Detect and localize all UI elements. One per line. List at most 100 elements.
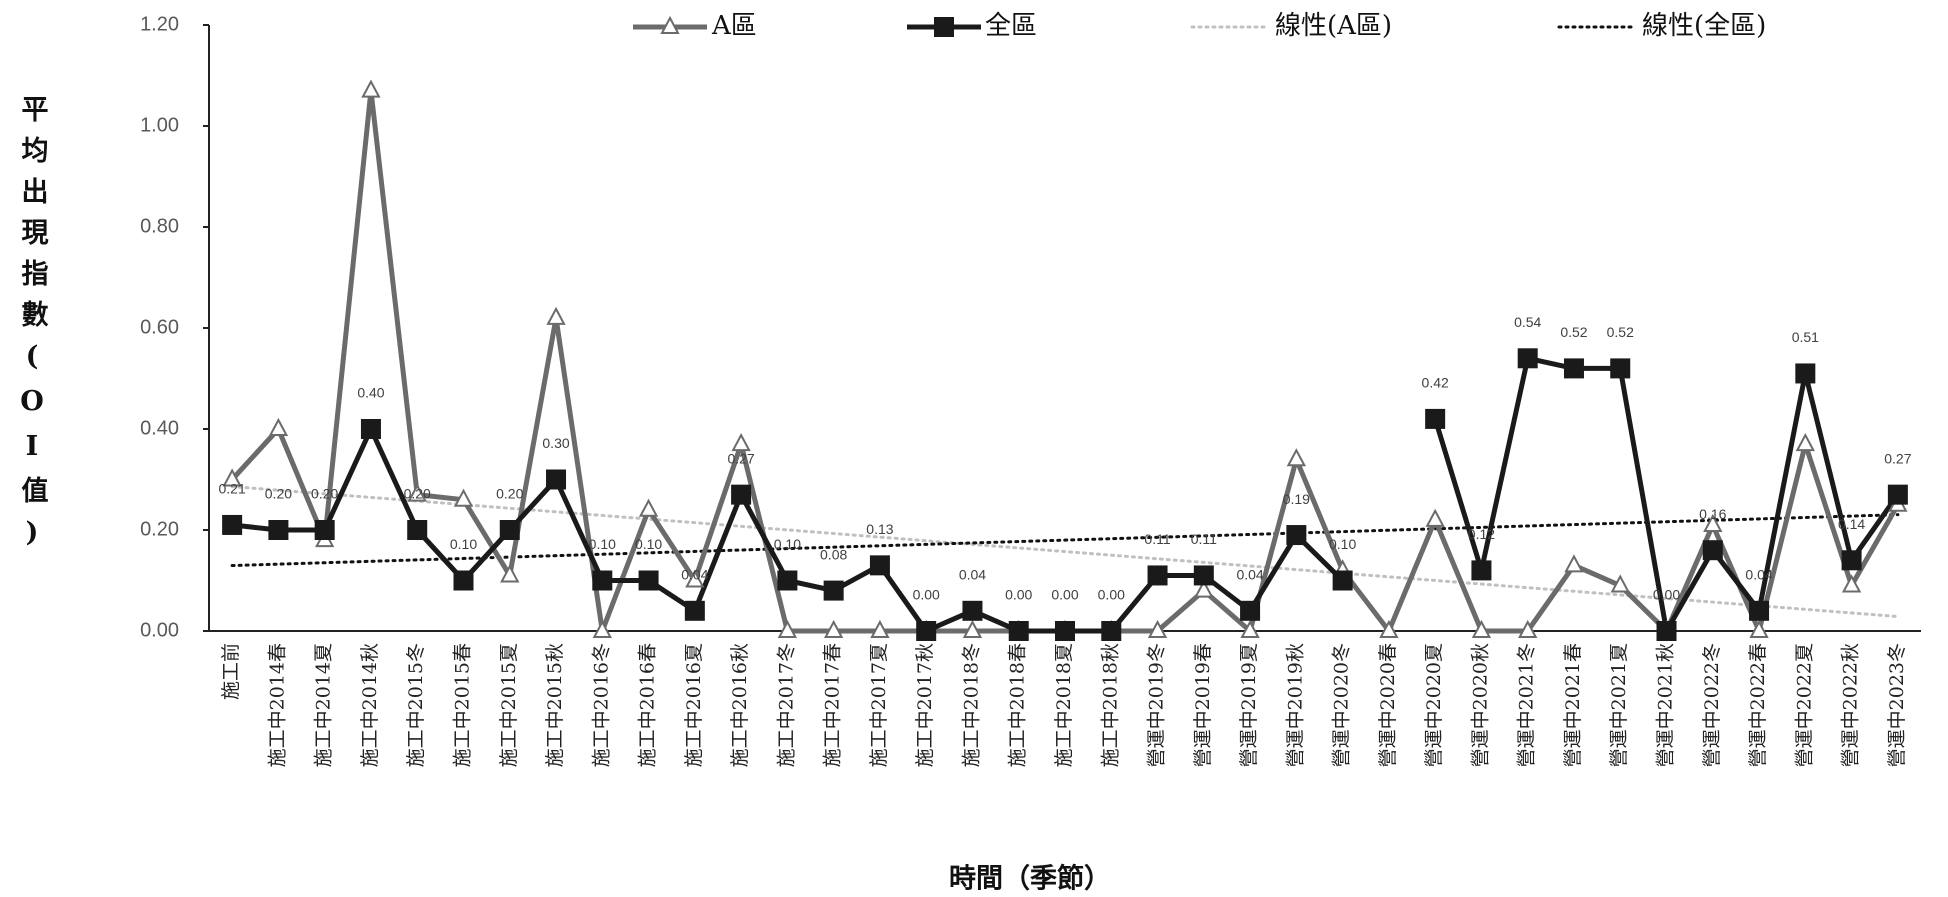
marker xyxy=(1147,565,1168,586)
x-tick-label: 營運中2022春 xyxy=(1747,643,1769,767)
x-tick-label: 施工中2018冬 xyxy=(960,643,982,767)
marker xyxy=(546,306,566,325)
legend-label: 全區 xyxy=(985,11,1037,41)
value-label: 0.04 xyxy=(1745,567,1772,583)
value-label: 0.04 xyxy=(1236,567,1263,583)
value-label: 0.10 xyxy=(1329,536,1356,552)
marker xyxy=(823,580,844,601)
x-tick-label: 營運中2020夏 xyxy=(1423,643,1445,767)
value-label: 0.20 xyxy=(311,486,338,502)
value-label: 0.51 xyxy=(1792,329,1819,345)
legend-label: A區 xyxy=(711,11,757,41)
x-tick-label: 施工中2014秋 xyxy=(359,643,381,767)
legend-label: 線性(全區) xyxy=(1642,11,1766,41)
x-tick-label: 施工中2017秋 xyxy=(914,643,936,767)
series-line xyxy=(230,88,1901,634)
marker xyxy=(1240,619,1260,638)
y-axis-title: 平均出現指數(OI值) xyxy=(17,95,49,562)
marker xyxy=(1610,574,1630,593)
x-tick-label: 營運中2023冬 xyxy=(1886,643,1908,767)
y-tick-label: 0.80 xyxy=(140,215,179,237)
value-label: 0.20 xyxy=(404,486,431,502)
x-tick-label: 營運中2021秋 xyxy=(1655,643,1677,767)
marker xyxy=(1517,348,1538,369)
value-label: 0.54 xyxy=(1514,314,1541,330)
marker xyxy=(1564,554,1584,573)
x-tick-label: 施工中2016夏 xyxy=(683,643,705,767)
marker xyxy=(453,488,474,507)
value-label: 0.08 xyxy=(820,546,847,562)
marker xyxy=(1471,619,1492,638)
marker xyxy=(1194,579,1214,598)
marker xyxy=(962,619,983,638)
marker xyxy=(1610,358,1631,379)
value-label: 0.20 xyxy=(265,486,292,502)
x-tick-label: 營運中2022夏 xyxy=(1793,643,1815,767)
marker xyxy=(268,417,289,436)
marker xyxy=(1101,621,1122,641)
x-tick-label: 營運中2020冬 xyxy=(1331,643,1353,767)
marker xyxy=(1656,621,1677,641)
x-tick-label: 施工中2015秋 xyxy=(544,643,566,767)
marker xyxy=(360,419,381,439)
marker xyxy=(222,514,243,535)
y-tick-label: 0.60 xyxy=(140,316,179,338)
value-label: 0.00 xyxy=(913,587,940,603)
x-tick-label: 施工中2014夏 xyxy=(313,643,335,767)
marker xyxy=(916,621,937,641)
value-label: 0.10 xyxy=(589,536,616,552)
legend-marker xyxy=(660,15,680,34)
marker xyxy=(1563,358,1584,379)
value-label: 0.14 xyxy=(1838,516,1865,532)
marker xyxy=(638,498,659,517)
marker xyxy=(1795,433,1815,452)
marker xyxy=(1286,525,1307,546)
marker xyxy=(1425,408,1446,429)
value-label: 0.13 xyxy=(866,521,893,537)
marker xyxy=(731,433,751,452)
marker xyxy=(777,619,798,638)
marker xyxy=(823,619,844,638)
x-tick-label: 營運中2021春 xyxy=(1562,643,1584,767)
value-label: 0.21 xyxy=(219,481,246,497)
x-tick-label: 營運中2019春 xyxy=(1192,643,1214,767)
x-tick-label: 施工中2016春 xyxy=(637,643,659,767)
marker xyxy=(1518,619,1538,638)
y-tick-label: 0.00 xyxy=(140,619,179,641)
marker xyxy=(499,520,520,540)
marker xyxy=(592,619,612,638)
x-tick-label: 施工中2016秋 xyxy=(729,643,751,767)
value-label: 0.10 xyxy=(774,536,801,552)
y-tick-label: 1.20 xyxy=(140,13,179,35)
value-label: 0.12 xyxy=(1468,526,1495,542)
marker xyxy=(731,484,752,505)
marker xyxy=(314,520,335,540)
marker xyxy=(1749,600,1770,621)
value-label: 0.10 xyxy=(635,536,662,552)
value-label: 0.30 xyxy=(542,435,569,451)
x-tick-label: 施工中2015冬 xyxy=(405,643,427,767)
y-tick-label: 1.00 xyxy=(140,114,179,136)
x-tick-label: 營運中2019秋 xyxy=(1284,643,1306,767)
marker xyxy=(1703,513,1723,532)
value-label: 0.10 xyxy=(450,536,477,552)
y-tick-label: 0.20 xyxy=(140,518,179,540)
value-label: 0.00 xyxy=(1051,587,1078,603)
marker xyxy=(1887,484,1908,505)
marker xyxy=(1286,448,1307,467)
x-tick-label: 營運中2020春 xyxy=(1377,643,1399,767)
value-label: 0.11 xyxy=(1191,531,1217,547)
value-label: 0.27 xyxy=(1884,450,1911,466)
marker xyxy=(268,520,289,540)
marker xyxy=(1193,565,1214,586)
x-tick-label: 施工中2018秋 xyxy=(1099,643,1121,767)
marker xyxy=(1471,560,1492,581)
value-label: 0.16 xyxy=(1699,506,1726,522)
legend-label: 線性(A區) xyxy=(1275,11,1392,41)
x-tick-label: 施工中2014春 xyxy=(266,643,288,767)
value-label: 0.52 xyxy=(1607,324,1634,340)
marker xyxy=(962,600,983,621)
trendline xyxy=(230,513,1900,568)
marker xyxy=(1379,619,1399,638)
x-tick-label: 施工中2017冬 xyxy=(775,643,797,767)
